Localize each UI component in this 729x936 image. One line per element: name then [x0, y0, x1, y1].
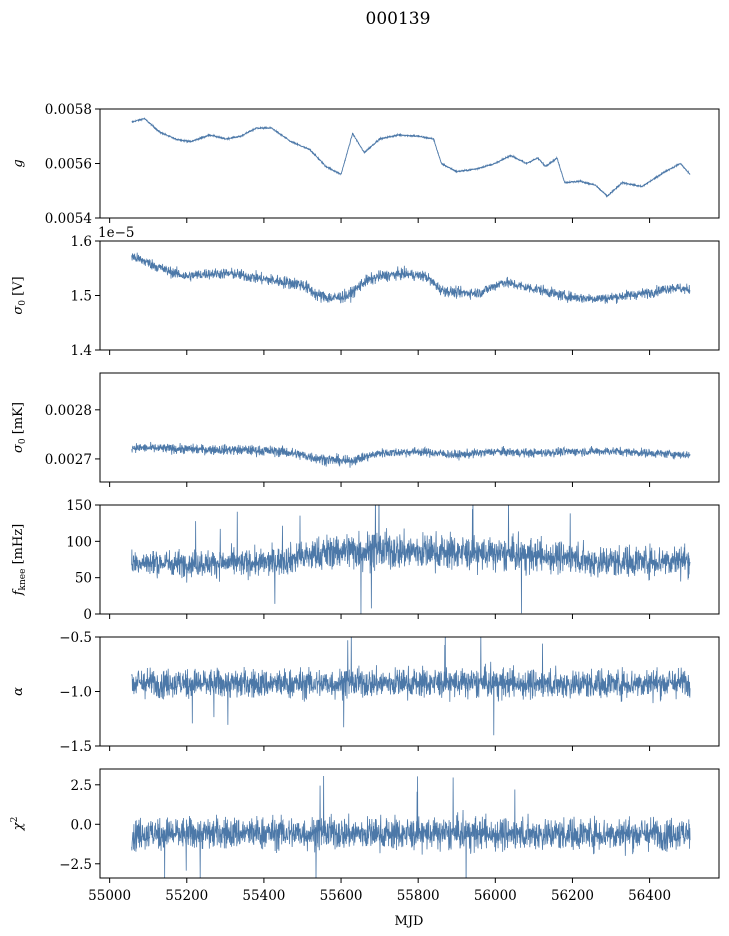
- y-tick-label: 100: [66, 534, 92, 550]
- panel-sigma0_mK: 0.0027 0.0028 σ0 [mK]: [11, 373, 719, 487]
- y-tick-label: 150: [66, 498, 92, 514]
- y-tick-label: 1.4: [71, 343, 92, 359]
- series-line-fknee: [132, 483, 690, 614]
- x-tick-label: 56400: [628, 888, 671, 904]
- axes-frame-g: [100, 109, 719, 218]
- panel-sigma0_V: 1.4 1.5 1.6 1e−5 σ0 [V]: [11, 225, 719, 359]
- y-tick-label: 0.0: [71, 817, 92, 833]
- x-tick-label: 56200: [551, 888, 594, 904]
- y-tick-label: 1.5: [71, 289, 92, 305]
- y-tick-label: 0: [83, 607, 92, 623]
- x-tick-label: 55800: [397, 888, 440, 904]
- panel-alpha: −1.5 −1.0 −0.5 α: [11, 630, 719, 755]
- figure-title: 000139: [366, 9, 431, 29]
- x-tick-label: 55200: [165, 888, 208, 904]
- x-tick-label: 55600: [320, 888, 363, 904]
- y-tick-label: −2.5: [59, 857, 92, 873]
- y-tick-label: −0.5: [59, 630, 92, 646]
- series-line-chi2: [132, 776, 690, 891]
- axes-frame-sigma0_mK: [100, 373, 719, 482]
- y-axis-label-alpha: α: [11, 687, 26, 696]
- panel-chi2: −2.5 0.0 2.5 55000 55200 55400 55600 55800 56000…: [10, 769, 719, 904]
- panel-g: 0.0054 0.0056 0.0058 g: [11, 102, 719, 227]
- series-line-alpha: [132, 631, 690, 735]
- y-tick-label: 1.6: [71, 234, 92, 250]
- y-tick-label: 0.0056: [45, 157, 92, 173]
- series-line-g: [132, 118, 690, 196]
- y-axis-label-chi2: χ2: [10, 817, 26, 832]
- panel-fknee: 0 50 100 150 fknee [mHz]: [11, 483, 719, 623]
- y-axis-label-fknee: fknee [mHz]: [11, 524, 28, 597]
- y-tick-label: 0.0054: [45, 211, 92, 227]
- y-tick-label: −1.0: [59, 685, 92, 701]
- y-axis-label-sigma0_V: σ0 [V]: [11, 276, 28, 314]
- y-axis-label-sigma0_mK: σ0 [mK]: [11, 402, 28, 453]
- y-axis-label-g: g: [11, 159, 26, 167]
- series-line-sigma0_mK: [132, 442, 690, 468]
- x-tick-label: 55000: [88, 888, 131, 904]
- y-tick-label: 0.0058: [45, 102, 92, 118]
- y-tick-label: 50: [75, 571, 92, 587]
- y-offset-text: 1e−5: [98, 225, 134, 241]
- y-tick-label: 0.0027: [45, 452, 92, 468]
- x-tick-label: 56000: [474, 888, 517, 904]
- y-tick-label: 2.5: [71, 778, 92, 794]
- series-line-sigma0_V: [132, 253, 690, 304]
- y-tick-label: −1.5: [59, 739, 92, 755]
- x-tick-label: 55400: [242, 888, 285, 904]
- panels: 0.0054 0.0056 0.0058 g 1.4 1.5 1.6 1e−5 σ0 [V] 0.…: [10, 102, 719, 904]
- y-tick-label: 0.0028: [45, 403, 92, 419]
- x-axis-label: MJD: [395, 914, 424, 929]
